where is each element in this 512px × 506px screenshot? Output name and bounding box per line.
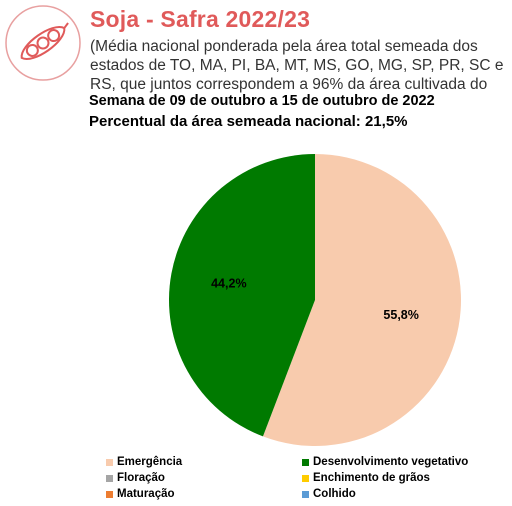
pie-slice-1 <box>169 153 315 437</box>
legend-label-1: Desenvolvimento vegetativo <box>313 456 469 468</box>
legend-swatch-4 <box>106 490 113 498</box>
legend-label-4: Maturação <box>117 488 175 500</box>
week-range: Semana de 09 de outubro a 15 de outubro … <box>89 93 435 109</box>
legend-item-3: Enchimento de grãos <box>302 472 430 484</box>
pie-slice-label-1: 44,2% <box>211 276 246 290</box>
legend-swatch-3 <box>302 474 309 482</box>
legend-swatch-1 <box>302 458 309 466</box>
legend-item-0: Emergência <box>106 456 182 468</box>
pie-slice-label-0: 55,8% <box>383 308 418 322</box>
chart-title: Soja - Safra 2022/23 <box>90 6 311 32</box>
legend-label-3: Enchimento de grãos <box>313 472 430 484</box>
legend-item-2: Floração <box>106 472 165 484</box>
pie-slice-0 <box>262 154 461 446</box>
chart-subtitle: (Média nacional ponderada pela área tota… <box>90 38 504 93</box>
soybean-pod-icon <box>5 5 81 81</box>
legend-label-2: Floração <box>117 472 165 484</box>
legend-item-4: Maturação <box>106 488 175 500</box>
legend-label-0: Emergência <box>117 456 183 468</box>
legend-swatch-0 <box>106 458 113 466</box>
sown-area-percentage: Percentual da área semeada nacional: 21,… <box>89 113 408 130</box>
legend-swatch-5 <box>302 490 309 498</box>
legend-label-5: Colhido <box>313 488 356 500</box>
legend-swatch-2 <box>106 474 113 482</box>
legend-item-1: Desenvolvimento vegetativo <box>302 456 468 468</box>
legend-item-5: Colhido <box>302 488 356 500</box>
